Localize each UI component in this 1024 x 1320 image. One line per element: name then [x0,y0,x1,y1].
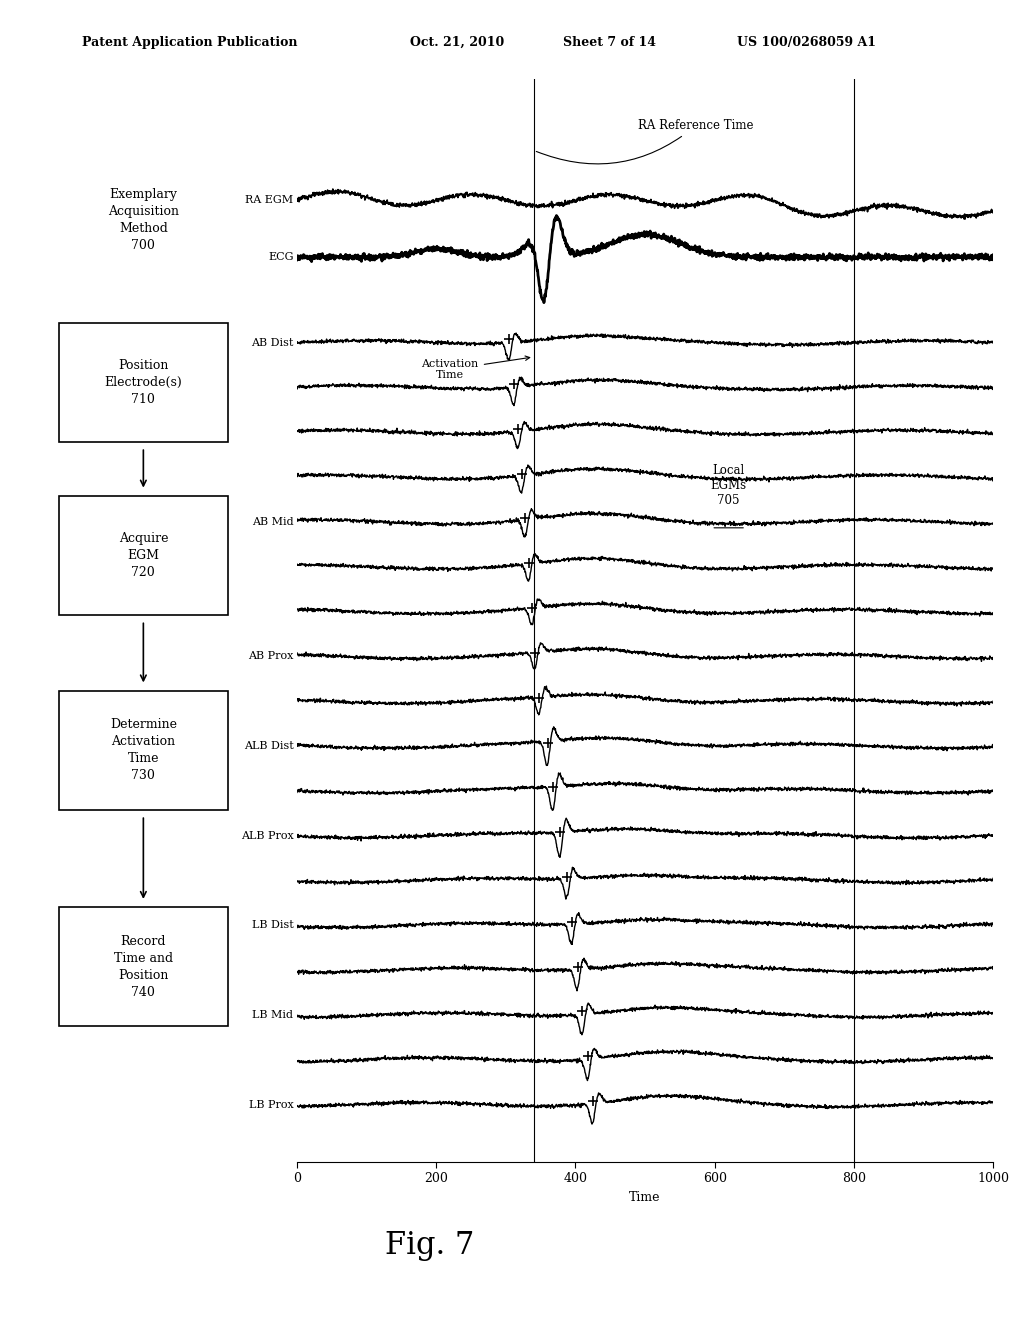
X-axis label: Time: Time [630,1191,660,1204]
Text: AB Prox: AB Prox [248,652,294,661]
Text: AB Dist: AB Dist [251,338,294,347]
Text: US 100/0268059 A1: US 100/0268059 A1 [737,36,877,49]
Text: RA Reference Time: RA Reference Time [537,119,754,164]
Text: Oct. 21, 2010: Oct. 21, 2010 [410,36,504,49]
FancyBboxPatch shape [58,323,227,442]
Text: Acquire
EGM
720: Acquire EGM 720 [119,532,168,579]
Text: Determine
Activation
Time
730: Determine Activation Time 730 [110,718,177,783]
Text: ALB Prox: ALB Prox [241,830,294,841]
Text: RA EGM: RA EGM [246,195,294,205]
Text: ECG: ECG [268,252,294,263]
Text: Patent Application Publication: Patent Application Publication [82,36,297,49]
Text: Sheet 7 of 14: Sheet 7 of 14 [563,36,656,49]
Text: LB Mid: LB Mid [253,1010,294,1020]
FancyBboxPatch shape [58,496,227,615]
Text: Local
EGMs
705: Local EGMs 705 [711,463,746,507]
Text: Record
Time and
Position
740: Record Time and Position 740 [114,935,173,999]
FancyBboxPatch shape [58,690,227,810]
Text: AB Mid: AB Mid [252,517,294,527]
FancyBboxPatch shape [58,907,227,1027]
Text: Activation
Time: Activation Time [422,356,529,380]
Text: ALB Dist: ALB Dist [244,741,294,751]
Text: LB Dist: LB Dist [252,920,294,931]
Text: LB Prox: LB Prox [249,1100,294,1110]
Text: Position
Electrode(s)
710: Position Electrode(s) 710 [104,359,182,405]
Text: Exemplary
Acquisition
Method
700: Exemplary Acquisition Method 700 [108,187,179,252]
Text: Fig. 7: Fig. 7 [385,1230,475,1261]
